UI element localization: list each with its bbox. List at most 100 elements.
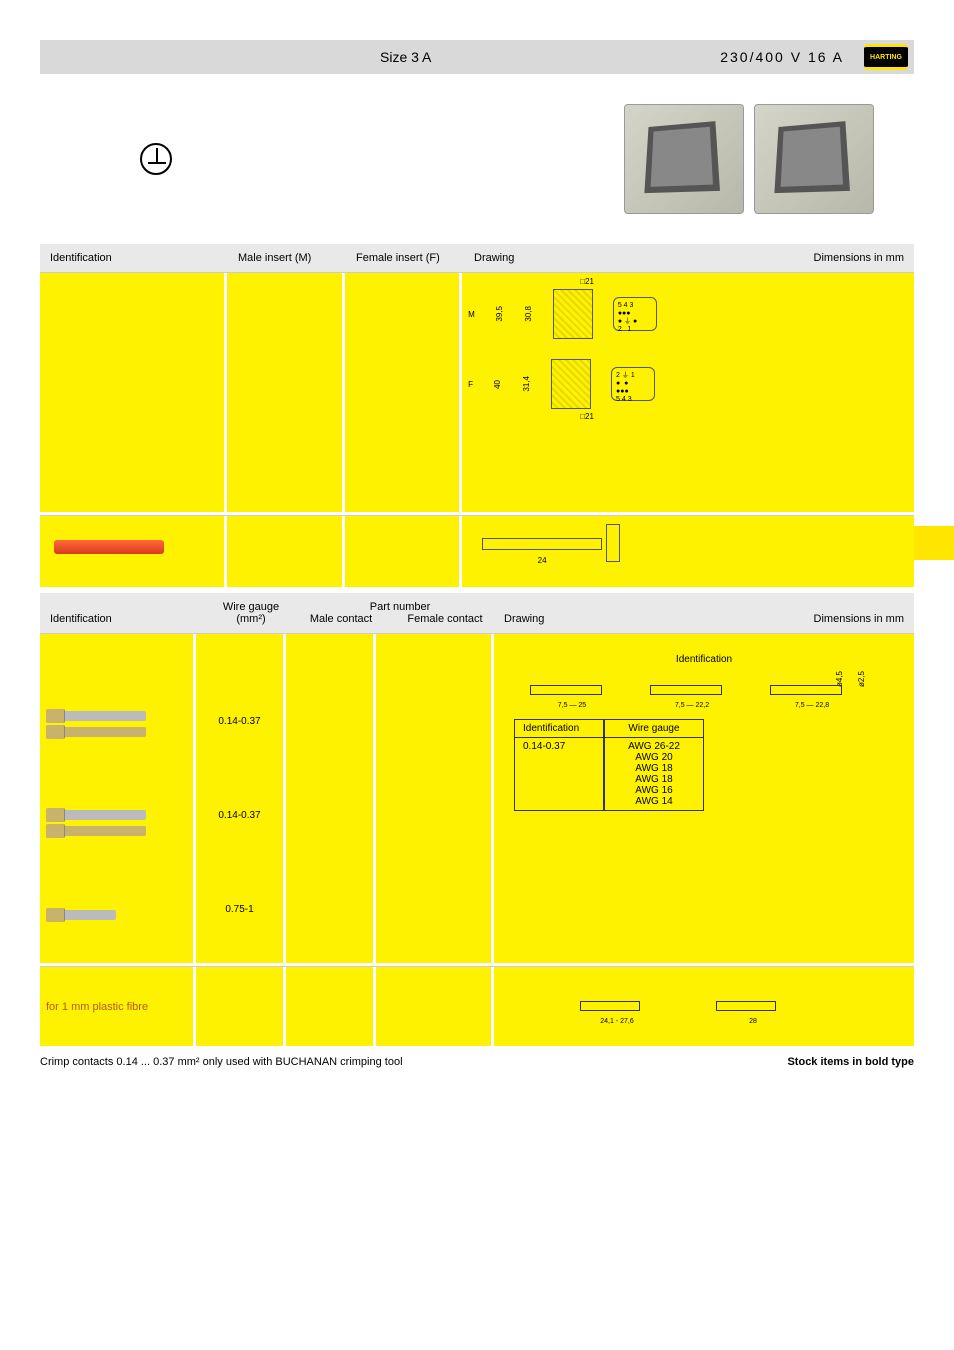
t2-id-cell xyxy=(40,634,196,963)
t2-wg-cell: 0.14-0.37 0.14-0.37 0.75-1 xyxy=(196,634,286,963)
t2-col-dim: Dimensions in mm xyxy=(574,613,904,625)
hero-section xyxy=(40,74,914,244)
awg-row: AWG 18 xyxy=(613,774,695,785)
m-dim-h1b: 30,8 xyxy=(524,306,533,322)
contact-drawing: ø4,5 ø2,5 7,5 — 22,8 xyxy=(762,677,862,705)
m-label: M xyxy=(468,310,475,319)
footer-note-right: Stock items in bold type xyxy=(787,1056,914,1068)
m-layout-label: 5 4 3●●●● ⏚ ●2 1 xyxy=(618,302,652,326)
dim: 25 xyxy=(578,702,586,709)
wg-td-ident: 0.14-0.37 xyxy=(514,738,604,811)
contact-drawings-row: 7,5 — 25 7,5 — 22,2 ø4,5 ø2,5 7,5 — 22,8 xyxy=(514,673,894,709)
t2-fc-cell xyxy=(376,634,494,963)
t1-r2-drawing: 24 xyxy=(462,516,914,587)
dim: 7,5 xyxy=(558,702,568,709)
t2-drawing-cell: Identification 7,5 — 25 7,5 — 22,2 ø4,5 … xyxy=(494,634,914,963)
t2-col-wg: Wire gauge(mm²) xyxy=(206,601,296,625)
header-bar: Size 3 A 230/400 V 16 A HARTING xyxy=(40,40,914,74)
dim: 7,5 xyxy=(675,702,685,709)
coding-dim: 24 xyxy=(482,556,602,565)
col-male-insert: Male insert (M) xyxy=(238,252,356,264)
dim: 7,5 xyxy=(795,702,805,709)
col-female-insert: Female insert (F) xyxy=(356,252,474,264)
female-contact-icon xyxy=(46,826,146,836)
t2-col-id: Identification xyxy=(50,613,206,625)
fibre-drawing-f: 28 xyxy=(708,993,798,1021)
t1-r2-id xyxy=(40,516,227,587)
male-contact-icon xyxy=(46,711,146,721)
insert-schematic: M 39,5 30,8 □21 5 4 3●●●● ⏚ ●2 1 F 40 31… xyxy=(468,279,908,419)
t1-r1-drawing: M 39,5 30,8 □21 5 4 3●●●● ⏚ ●2 1 F 40 31… xyxy=(462,273,914,512)
awg-row: AWG 16 xyxy=(613,785,695,796)
f-label: F xyxy=(468,380,473,389)
t1-r1-id xyxy=(40,273,227,512)
contact-drawing: 7,5 — 25 xyxy=(522,677,622,705)
wire-gauge-table: Identification Wire gauge 0.14-0.37 AWG … xyxy=(514,719,894,811)
coding-drawing: 24 xyxy=(482,538,602,565)
contact-single xyxy=(46,904,187,926)
t2-part-number-label: Part number xyxy=(296,601,504,613)
contact-pair xyxy=(46,804,187,842)
t2-mc-cell xyxy=(286,634,376,963)
table2-fibre-row: for 1 mm plastic fibre 24,1 - 27,6 28 xyxy=(40,966,914,1046)
contact-pair xyxy=(46,705,187,743)
table1-header: Identification Male insert (M) Female in… xyxy=(40,244,914,272)
wg-td-awg: AWG 26-22 AWG 20 AWG 18 AWG 18 AWG 16 AW… xyxy=(604,738,704,811)
awg-row: AWG 14 xyxy=(613,796,695,807)
f-dim-h2b: 31,4 xyxy=(522,376,531,392)
male-connector-photo xyxy=(624,104,744,214)
m-outline xyxy=(553,289,593,339)
table1-row1: M 39,5 30,8 □21 5 4 3●●●● ⏚ ●2 1 F 40 31… xyxy=(40,272,914,512)
t2-col-dw: Drawing xyxy=(504,613,574,625)
m-sq21: □21 xyxy=(580,277,594,286)
wg-th-ident: Identification xyxy=(514,719,604,738)
table2-body: 0.14-0.37 0.14-0.37 0.75-1 Identificatio… xyxy=(40,633,914,963)
female-contact-icon xyxy=(46,727,146,737)
t1-r2-m xyxy=(227,516,344,587)
contact-icon xyxy=(46,910,116,920)
side-tab xyxy=(914,526,954,560)
wg-val: 0.14-0.37 xyxy=(202,716,277,727)
phi2: ø2,5 xyxy=(857,671,866,687)
table2-header: Identification Wire gauge(mm²) Part numb… xyxy=(40,593,914,633)
fibre-mc xyxy=(286,967,376,1046)
fibre-wg xyxy=(196,967,286,1046)
contact-drawing: 7,5 — 22,2 xyxy=(642,677,742,705)
t2-col-fc: Female contact xyxy=(386,613,504,625)
t2-col-pn: Part number Male contact Female contact xyxy=(296,601,504,625)
ground-icon xyxy=(140,143,172,175)
t1-r1-m xyxy=(227,273,345,512)
footer: Crimp contacts 0.14 ... 0.37 mm² only us… xyxy=(40,1046,914,1068)
size-label: Size 3 A xyxy=(380,49,431,65)
dim: 22,8 xyxy=(816,702,830,709)
awg-row: AWG 18 xyxy=(613,763,695,774)
t2-col-mc: Male contact xyxy=(296,613,386,625)
wg-val: 0.14-0.37 xyxy=(202,810,277,821)
f-layout: 2 ⏚ 1● ●●●●5 4 3 xyxy=(611,367,655,401)
red-coding-icon xyxy=(54,540,164,554)
footer-note-left: Crimp contacts 0.14 ... 0.37 mm² only us… xyxy=(40,1056,403,1068)
male-contact-icon xyxy=(46,810,146,820)
rating-label: 230/400 V 16 A xyxy=(720,49,844,65)
awg-row: AWG 20 xyxy=(613,752,695,763)
f-sq21: □21 xyxy=(580,412,594,421)
dim: 22,2 xyxy=(696,702,710,709)
fibre-drawing: 24,1 - 27,6 28 xyxy=(494,967,914,1046)
col-drawing: Drawing xyxy=(474,252,534,264)
contact-ident-label: Identification xyxy=(514,654,894,665)
fibre-label: for 1 mm plastic fibre xyxy=(46,1001,148,1013)
t1-r2-f xyxy=(345,516,462,587)
awg-row: AWG 26-22 xyxy=(613,741,695,752)
m-layout: 5 4 3●●●● ⏚ ●2 1 xyxy=(613,297,657,331)
fibre-fc xyxy=(376,967,494,1046)
f-outline xyxy=(551,359,591,409)
fibre-dim: 24,1 - 27,6 xyxy=(572,1018,662,1025)
fibre-id: for 1 mm plastic fibre xyxy=(40,967,196,1046)
fibre-drawing-m: 24,1 - 27,6 xyxy=(572,993,662,1021)
fibre-dim: 28 xyxy=(708,1018,798,1025)
female-connector-photo xyxy=(754,104,874,214)
col-identification: Identification xyxy=(50,252,238,264)
col-dimensions: Dimensions in mm xyxy=(534,252,904,264)
brand-logo: HARTING xyxy=(864,44,908,70)
f-layout-label: 2 ⏚ 1● ●●●●5 4 3 xyxy=(616,372,650,396)
